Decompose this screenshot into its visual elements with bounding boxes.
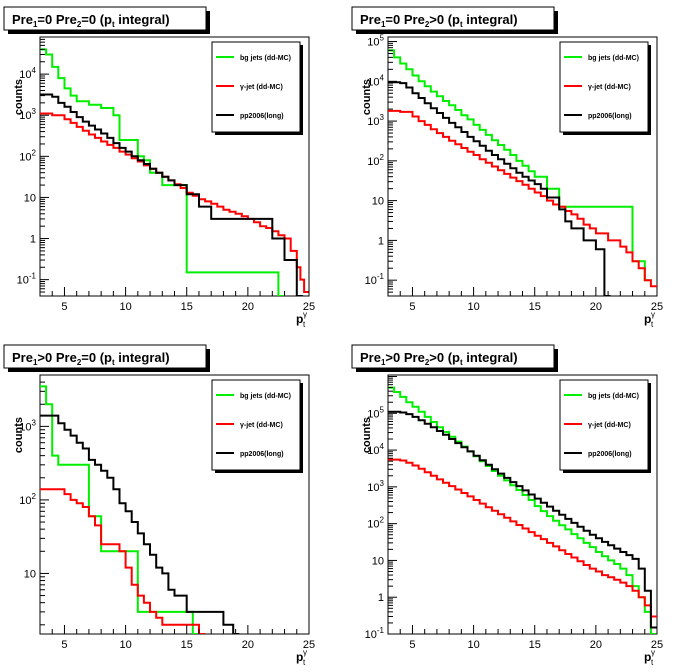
y-axis-label: counts bbox=[361, 417, 373, 453]
x-tick-label: 25 bbox=[303, 301, 315, 313]
y-axis-label: counts bbox=[361, 79, 373, 115]
y-tick-label: 10-1 bbox=[365, 626, 385, 641]
x-tick-label: 15 bbox=[529, 639, 541, 651]
legend-label: pp2006(long) bbox=[588, 451, 632, 458]
x-tick-label: 20 bbox=[242, 301, 254, 313]
y-tick-label: 103 bbox=[367, 479, 384, 494]
x-tick-label: 25 bbox=[651, 639, 663, 651]
y-tick-label: 104 bbox=[367, 442, 384, 457]
y-tick-label: 1 bbox=[378, 592, 384, 604]
x-tick-label: 10 bbox=[119, 639, 131, 651]
x-axis-label: p bbox=[644, 312, 651, 326]
y-tick-label: 10-1 bbox=[17, 272, 37, 287]
y-tick-label: 10 bbox=[24, 192, 36, 204]
legend-label: bg jets (dd-MC) bbox=[588, 55, 639, 62]
x-axis-label-sup: γ bbox=[303, 310, 307, 319]
y-axis-label: counts bbox=[13, 417, 25, 453]
series-line-3 bbox=[388, 410, 657, 629]
series-line-2 bbox=[388, 458, 657, 618]
y-axis-label: counts bbox=[13, 79, 25, 115]
x-axis-label-sub: t bbox=[303, 320, 306, 329]
x-axis-label-sup: γ bbox=[303, 648, 307, 657]
y-tick-label: 103 bbox=[19, 107, 36, 122]
x-tick-label: 25 bbox=[651, 301, 663, 313]
y-tick-label: 104 bbox=[19, 66, 36, 81]
title-box bbox=[3, 6, 207, 31]
legend-label: pp2006(long) bbox=[240, 451, 284, 458]
legend-label: pp2006(long) bbox=[588, 113, 632, 120]
series-line-2 bbox=[388, 109, 657, 288]
x-tick-label: 5 bbox=[61, 639, 67, 651]
chart-title: Pre1>0 Pre2=0 (pt integral) bbox=[12, 350, 170, 367]
y-tick-label: 105 bbox=[367, 405, 384, 420]
y-tick-label: 10 bbox=[372, 196, 384, 208]
title-box bbox=[351, 344, 555, 369]
y-tick-label: 102 bbox=[367, 153, 384, 168]
chart-title: Pre1>0 Pre2>0 (pt integral) bbox=[360, 350, 518, 367]
chart-panel-3: Pre1>0 Pre2=0 (pt integral) 5 10 15 20 25 10 10… bbox=[3, 344, 315, 667]
y-tick-label: 1 bbox=[378, 235, 384, 247]
legend-label: bg jets (dd-MC) bbox=[240, 393, 291, 400]
y-tick-label: 103 bbox=[19, 418, 36, 433]
legend-label: pp2006(long) bbox=[240, 113, 284, 120]
y-tick-label: 102 bbox=[19, 492, 36, 507]
chart-title: Pre1=0 Pre2>0 (pt integral) bbox=[360, 12, 518, 29]
y-tick-label: 102 bbox=[19, 148, 36, 163]
legend-label: γ-jet (dd-MC) bbox=[240, 422, 283, 429]
chart-title: Pre1=0 Pre2=0 (pt integral) bbox=[12, 12, 170, 29]
legend-label: γ-jet (dd-MC) bbox=[240, 84, 283, 91]
x-tick-label: 20 bbox=[590, 639, 602, 651]
x-axis-label-sup: γ bbox=[651, 310, 655, 319]
title-box bbox=[351, 6, 555, 31]
x-axis-label-sub: t bbox=[651, 320, 654, 329]
x-tick-label: 20 bbox=[242, 639, 254, 651]
x-tick-label: 5 bbox=[409, 639, 415, 651]
series-line-3 bbox=[388, 81, 611, 296]
x-tick-label: 10 bbox=[467, 301, 479, 313]
x-tick-label: 15 bbox=[181, 301, 193, 313]
x-axis-label: p bbox=[644, 650, 651, 664]
x-axis-label: p bbox=[296, 650, 303, 664]
series-line-3 bbox=[40, 414, 240, 634]
series-line-1 bbox=[388, 386, 657, 634]
y-tick-label: 1 bbox=[30, 234, 36, 246]
chart-panel-4: Pre1>0 Pre2>0 (pt integral) 5 10 15 20 25 10-1… bbox=[351, 344, 663, 667]
y-tick-label: 105 bbox=[367, 34, 384, 49]
legend-label: γ-jet (dd-MC) bbox=[588, 84, 631, 91]
legend-label: bg jets (dd-MC) bbox=[240, 55, 291, 62]
x-tick-label: 15 bbox=[181, 639, 193, 651]
x-axis-label-sub: t bbox=[303, 658, 306, 667]
y-tick-label: 10 bbox=[372, 555, 384, 567]
x-tick-label: 10 bbox=[119, 301, 131, 313]
chart-panel-1: Pre1=0 Pre2=0 (pt integral) 5 10 15 20 25 10-1… bbox=[3, 6, 315, 329]
x-tick-label: 5 bbox=[409, 301, 415, 313]
x-tick-label: 25 bbox=[303, 639, 315, 651]
legend-label: γ-jet (dd-MC) bbox=[588, 422, 631, 429]
x-tick-label: 10 bbox=[467, 639, 479, 651]
x-tick-label: 15 bbox=[529, 301, 541, 313]
chart-panel-2: Pre1=0 Pre2>0 (pt integral) 5 10 15 20 25 10-1… bbox=[351, 6, 663, 329]
series-line-3 bbox=[40, 93, 303, 296]
y-tick-label: 10-1 bbox=[365, 272, 385, 287]
x-tick-label: 20 bbox=[590, 301, 602, 313]
x-tick-label: 5 bbox=[61, 301, 67, 313]
series-line-2 bbox=[40, 488, 206, 634]
y-tick-label: 102 bbox=[367, 516, 384, 531]
series-line-2 bbox=[40, 112, 309, 293]
title-box bbox=[3, 344, 207, 369]
y-tick-label: 104 bbox=[367, 73, 384, 88]
x-axis-label: p bbox=[296, 312, 303, 326]
y-tick-label: 10 bbox=[24, 568, 36, 580]
x-axis-label-sup: γ bbox=[651, 648, 655, 657]
series-line-1 bbox=[388, 49, 651, 282]
legend-label: bg jets (dd-MC) bbox=[588, 393, 639, 400]
x-axis-label-sub: t bbox=[651, 658, 654, 667]
y-tick-label: 103 bbox=[367, 113, 384, 128]
